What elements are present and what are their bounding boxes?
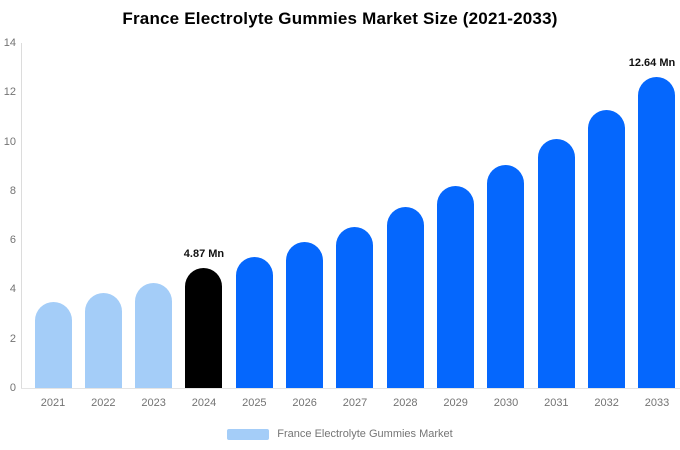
x-tick-label-2022: 2022 bbox=[91, 397, 116, 409]
x-tick-label-2021: 2021 bbox=[40, 397, 66, 409]
y-tick-label-10: 10 bbox=[3, 135, 16, 148]
chart-title: France Electrolyte Gummies Market Size (… bbox=[122, 9, 558, 28]
bar-2023 bbox=[135, 282, 173, 388]
bar-2021 bbox=[34, 301, 72, 388]
bar-2024 bbox=[185, 268, 223, 388]
x-tick-label-2032: 2032 bbox=[594, 397, 619, 409]
x-tick-label-2030: 2030 bbox=[493, 397, 519, 409]
y-tick-label-12: 12 bbox=[3, 86, 16, 99]
x-tick-label-2033: 2033 bbox=[644, 397, 670, 409]
bar-2031 bbox=[537, 138, 575, 388]
bar-2026 bbox=[286, 242, 324, 388]
y-axis-line bbox=[21, 43, 22, 389]
bar-2028 bbox=[386, 207, 424, 388]
x-tick-label-2028: 2028 bbox=[393, 397, 418, 409]
x-tick-label-2023: 2023 bbox=[141, 397, 166, 409]
y-tick-label-14: 14 bbox=[3, 37, 16, 49]
x-tick-label-2029: 2029 bbox=[443, 397, 468, 409]
y-tick-label-6: 6 bbox=[9, 234, 16, 247]
x-tick-label-2025: 2025 bbox=[242, 397, 267, 409]
y-tick-label-0: 0 bbox=[9, 382, 16, 394]
y-tick-label-2: 2 bbox=[9, 332, 16, 345]
bar-2029 bbox=[437, 185, 475, 388]
x-axis-line bbox=[21, 388, 680, 389]
x-tick-label-2024: 2024 bbox=[191, 397, 217, 409]
bar-2027 bbox=[336, 226, 374, 388]
bar-2033 bbox=[638, 76, 676, 388]
x-tick-label-2027: 2027 bbox=[342, 397, 368, 409]
bar-2030 bbox=[487, 164, 525, 388]
bar-2022 bbox=[84, 292, 122, 388]
y-tick-label-4: 4 bbox=[9, 283, 16, 296]
legend-swatch-icon[interactable] bbox=[227, 428, 270, 440]
x-tick-label-2026: 2026 bbox=[292, 397, 317, 409]
x-tick-label-2031: 2031 bbox=[544, 397, 569, 409]
bar-2032 bbox=[588, 110, 626, 388]
bar-2025 bbox=[235, 257, 273, 388]
legend: France Electrolyte Gummies Market bbox=[0, 426, 680, 442]
legend-label[interactable]: France Electrolyte Gummies Market bbox=[277, 428, 453, 440]
data-label-2024: 4.87 Mn bbox=[183, 247, 225, 260]
data-label-2033: 12.64 Mn bbox=[628, 56, 676, 69]
y-tick-label-8: 8 bbox=[9, 184, 16, 197]
